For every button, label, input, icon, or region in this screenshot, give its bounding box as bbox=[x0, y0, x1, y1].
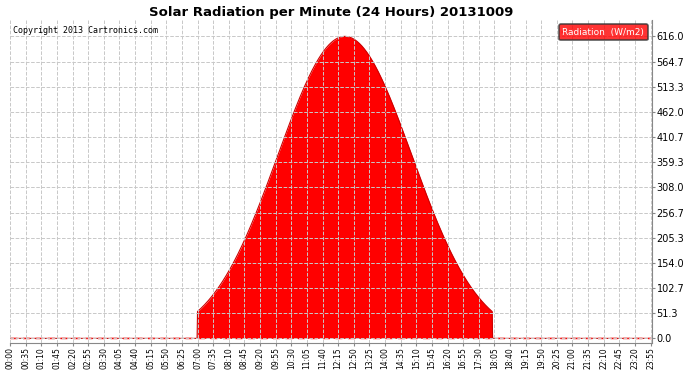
Legend: Radiation  (W/m2): Radiation (W/m2) bbox=[559, 24, 648, 40]
Title: Solar Radiation per Minute (24 Hours) 20131009: Solar Radiation per Minute (24 Hours) 20… bbox=[149, 6, 513, 18]
Text: Copyright 2013 Cartronics.com: Copyright 2013 Cartronics.com bbox=[13, 26, 158, 35]
